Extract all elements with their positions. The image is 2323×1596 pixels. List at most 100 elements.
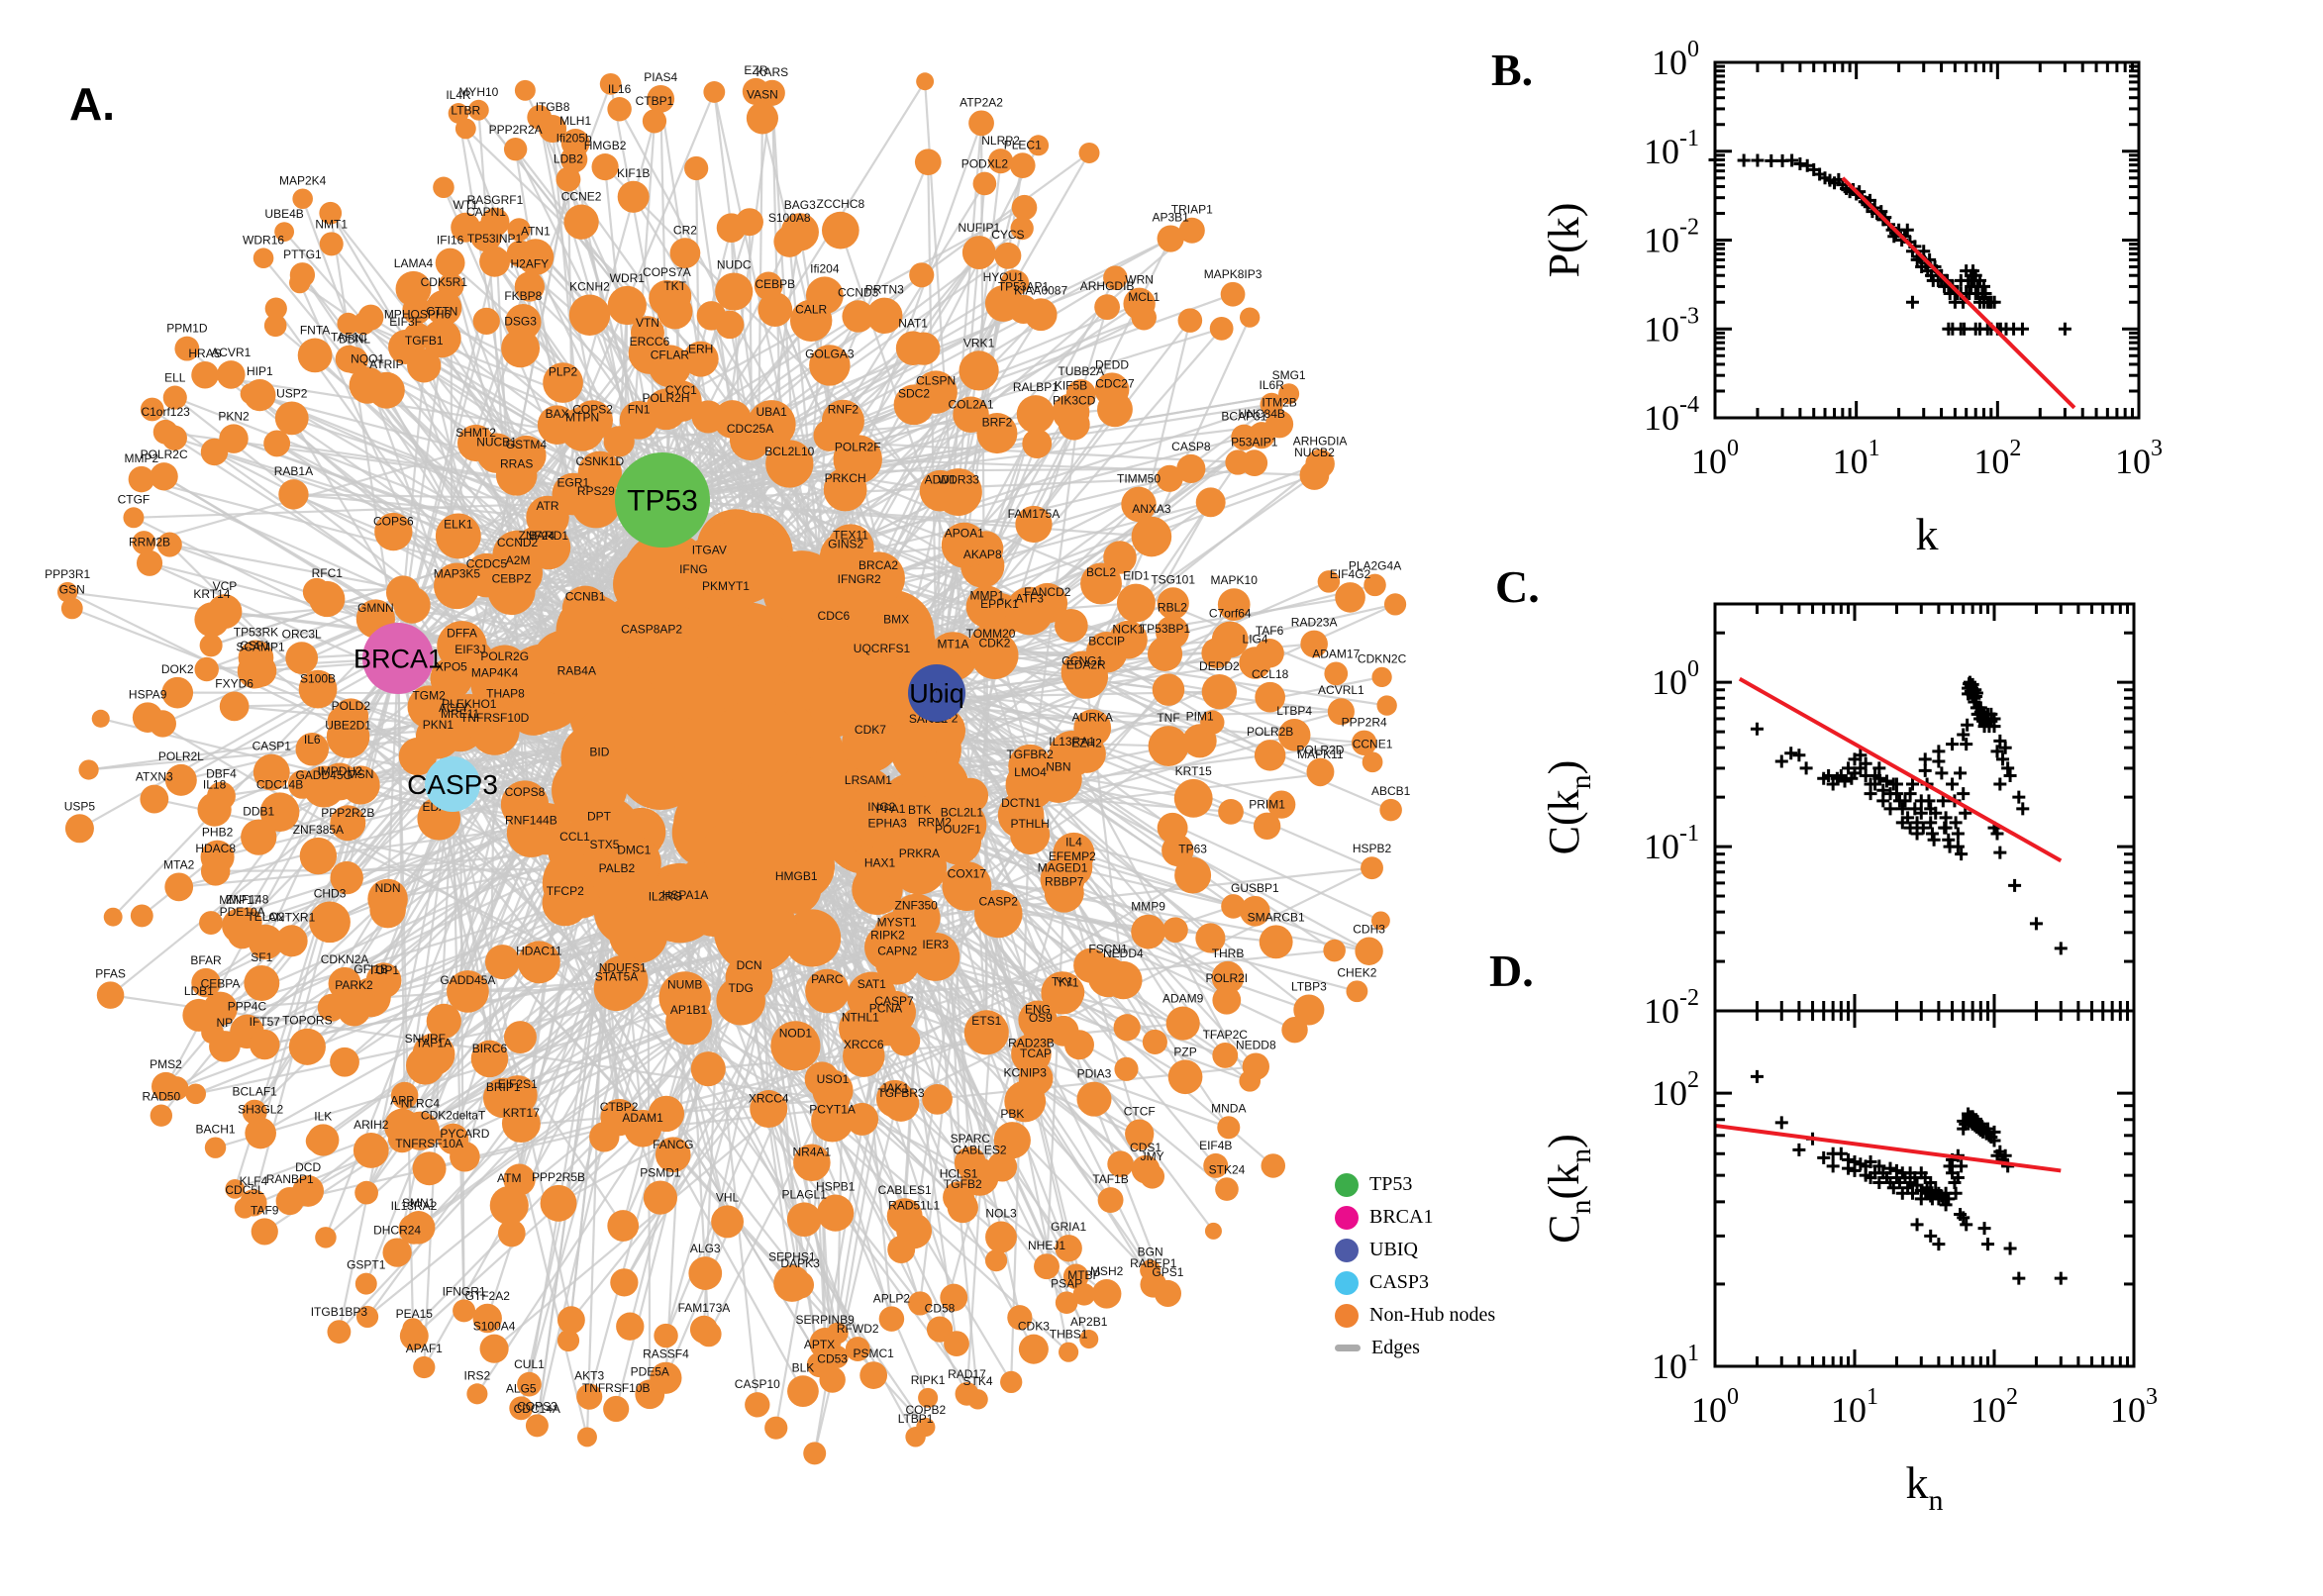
network-node [398, 737, 438, 776]
network-node-label: PEA15 [396, 1307, 434, 1321]
network-node [1152, 673, 1185, 706]
network-node-label: MPHOSPH6 [384, 308, 452, 322]
network-node [470, 1040, 509, 1078]
network-node [1173, 778, 1213, 818]
network-node-label: RIPK2 [870, 929, 905, 943]
network-node [648, 345, 691, 388]
legend-item-casp3: CASP3 [1335, 1266, 1495, 1299]
network-edge [253, 828, 548, 1113]
network-node-label: TKT [663, 279, 686, 293]
network-node-label: AKT3 [574, 1369, 604, 1383]
data-point [2003, 1242, 2017, 1255]
network-node [472, 1303, 502, 1334]
legend-label: Non-Hub nodes [1369, 1304, 1496, 1326]
network-node [503, 137, 528, 161]
data-point [1784, 747, 1798, 760]
network-node [783, 909, 842, 967]
network-edge [88, 719, 454, 771]
data-point [1774, 754, 1788, 768]
network-node [758, 292, 793, 327]
network-node-label: RFWD2 [837, 1322, 879, 1336]
network-node [508, 1108, 541, 1141]
network-node-label: PRKCH [825, 471, 866, 485]
network-node [1383, 593, 1407, 616]
network-node [274, 401, 309, 436]
data-point [1970, 686, 1983, 700]
network-node [353, 1133, 389, 1168]
network-node-label: MAP2K4 [279, 173, 327, 187]
network-node [302, 577, 331, 606]
network-node-label: XRCC6 [844, 1038, 884, 1051]
data-point [1822, 769, 1836, 783]
network-edge [661, 281, 1018, 501]
network-node [647, 84, 675, 113]
data-point [1903, 787, 1917, 801]
network-node-label: BRIP1 [486, 1080, 521, 1094]
network-node-label: DBNL [339, 332, 370, 346]
network-node [659, 380, 702, 423]
network-node [413, 1355, 436, 1379]
network-node [156, 532, 182, 557]
network-node [250, 1029, 280, 1060]
network-node [1091, 1278, 1122, 1309]
network-node-label: ELK1 [444, 517, 473, 531]
network-node [789, 299, 833, 343]
network-node [1114, 1056, 1139, 1081]
network-node-label: KCNIP3 [1004, 1066, 1048, 1080]
network-node [1215, 1177, 1239, 1201]
network-node-label: PPP2R2A [489, 123, 543, 137]
network-node [643, 1180, 678, 1215]
network-node-label: IFNGR2 [838, 572, 881, 586]
network-node-label: PFAS [95, 966, 126, 980]
network-node-label: NBN [1046, 760, 1070, 774]
network-node-label: RIPK1 [911, 1373, 946, 1387]
network-node [994, 242, 1022, 269]
network-node-label: HDAC8 [195, 842, 236, 855]
network-node [292, 188, 313, 210]
network-node-label: PRTN3 [865, 283, 904, 297]
network-node-label: LMO4 [1014, 765, 1047, 779]
network-node [940, 1283, 968, 1312]
network-node [819, 1366, 846, 1393]
network-node-label: PDIA3 [1077, 1067, 1112, 1081]
network-node [56, 581, 78, 603]
network-node-label: CYCS [991, 228, 1024, 242]
network-node-label: FSCN1 [1088, 942, 1128, 955]
network-node [91, 709, 110, 728]
network-node [630, 316, 664, 350]
data-point [1993, 777, 2007, 791]
network-node [893, 384, 935, 426]
network-node [242, 1099, 267, 1125]
network-node [560, 128, 590, 157]
network-node-label: BCLAF1 [233, 1085, 278, 1099]
network-node [505, 304, 542, 341]
network-node [1267, 790, 1296, 819]
y-tick-label: 100 [1652, 37, 1699, 82]
data-point [1905, 295, 1919, 309]
data-point [1903, 821, 1917, 835]
network-node [842, 300, 874, 333]
network-node-label: BIRC6 [472, 1042, 508, 1055]
network-node-label: USP2 [276, 386, 308, 400]
network-node [435, 248, 465, 278]
network-node-label: NUDC [717, 257, 752, 271]
network-node [1254, 740, 1286, 771]
node-swatch-icon [1335, 1238, 1359, 1262]
x-axis-title: kn​ [1906, 1457, 1944, 1517]
network-node-label: FXYD6 [215, 677, 253, 691]
network-node-label: CHEK2 [1337, 965, 1376, 979]
network-node [972, 171, 997, 196]
network-node [454, 118, 476, 140]
network-node-label: HYOU1 [983, 270, 1025, 284]
data-point [1957, 1211, 1970, 1225]
data-point [1929, 806, 1943, 820]
network-edge [452, 783, 667, 1115]
network-node-label: TGFB2 [944, 1177, 982, 1191]
data-point [1922, 794, 1936, 808]
data-point [1750, 722, 1764, 736]
x-tick-label: 102 [1973, 436, 2021, 481]
network-node [292, 1175, 325, 1207]
network-node [216, 360, 246, 389]
network-node [986, 1151, 1018, 1182]
data-point [1799, 761, 1813, 775]
